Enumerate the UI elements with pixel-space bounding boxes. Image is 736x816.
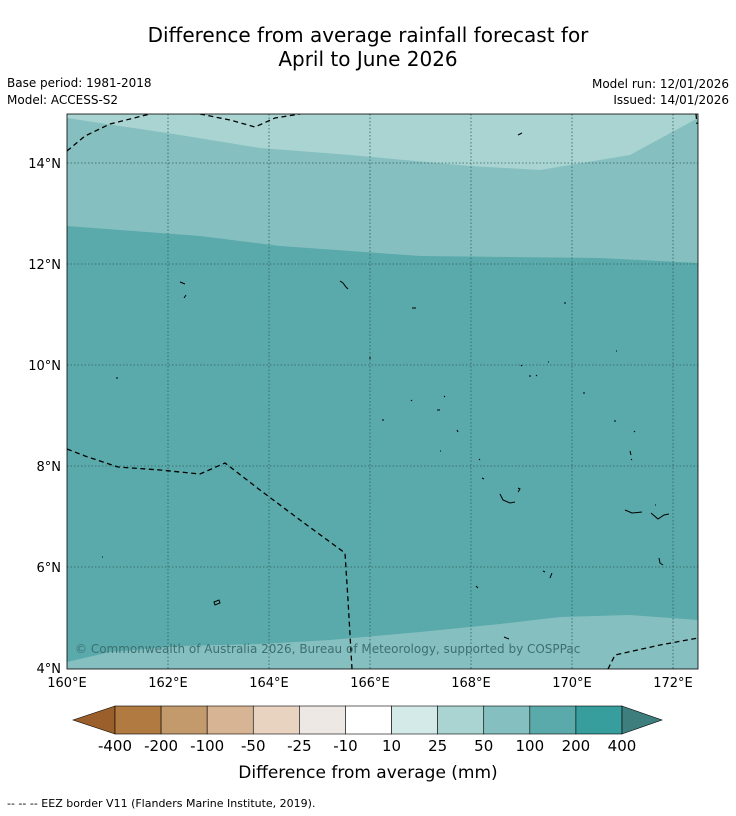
band-50-100-south — [67, 615, 698, 669]
lat-ticks: 4°N 6°N 8°N 10°N 12°N 14°N — [28, 157, 61, 677]
colorbar-label: 50 — [474, 737, 493, 755]
colorbar-label: -10 — [333, 737, 358, 755]
band-25-50-north — [67, 114, 698, 170]
colorbar-cell — [252, 705, 300, 735]
colorbar-label: 200 — [562, 737, 591, 755]
colorbar-label: 25 — [428, 737, 447, 755]
copyright-notice: © Commonwealth of Australia 2026, Bureau… — [75, 642, 580, 656]
colorbar-cell — [483, 705, 531, 735]
lat-tick-label: 4°N — [37, 662, 62, 677]
lon-tick-label: 168°E — [451, 676, 491, 691]
colorbar-cell — [437, 705, 485, 735]
colorbar-cell — [160, 705, 208, 735]
colorbar-cell — [391, 705, 438, 735]
map-frame — [66, 113, 699, 670]
model-run: Model run: 12/01/2026 — [591, 77, 729, 91]
colorbar-cell — [114, 705, 162, 735]
gridlines — [67, 114, 698, 669]
colorbar-label: 10 — [382, 737, 401, 755]
colorbar-cell — [575, 705, 623, 735]
colorbar-cell — [299, 705, 346, 735]
map-panel — [67, 114, 698, 669]
issued-date: Issued: 14/01/2026 — [613, 93, 729, 107]
lon-tick-label: 162°E — [148, 676, 188, 691]
lon-ticks: 160°E 162°E 164°E 166°E 168°E 170°E 172°… — [47, 676, 693, 691]
colorbar: -400 -200 -100 -50 -25 -10 10 25 50 100 200 400 — [72, 705, 663, 755]
model-name: Model: ACCESS-S2 — [7, 93, 119, 107]
colorbar-label: -200 — [144, 737, 178, 755]
lat-tick-label: 14°N — [28, 157, 61, 172]
lat-tick-label: 6°N — [37, 561, 62, 576]
eez-border — [67, 114, 698, 669]
lon-tick-label: 164°E — [249, 676, 289, 691]
lon-tick-label: 170°E — [552, 676, 592, 691]
lon-tick-label: 160°E — [47, 676, 87, 691]
colorbar-cell — [206, 705, 254, 735]
title-line-1: Difference from average rainfall forecas… — [147, 23, 589, 47]
colorbar-label: -50 — [241, 737, 266, 755]
colorbar-left-arrow — [72, 705, 116, 735]
lat-tick-label: 10°N — [28, 359, 61, 374]
lat-tick-label: 12°N — [28, 258, 61, 273]
colorbar-label: 100 — [515, 737, 544, 755]
colorbar-title: Difference from average (mm) — [238, 763, 497, 783]
lon-tick-label: 172°E — [653, 676, 693, 691]
base-period: Base period: 1981-2018 — [7, 76, 152, 90]
colorbar-label: -400 — [98, 737, 132, 755]
colorbar-label: -25 — [287, 737, 312, 755]
islands — [102, 132, 670, 640]
colorbar-right-arrow — [621, 705, 663, 735]
eez-footnote: -- -- -- EEZ border V11 (Flanders Marine… — [7, 797, 316, 810]
colorbar-cell — [345, 705, 392, 735]
lat-tick-label: 8°N — [37, 460, 62, 475]
colorbar-label: 400 — [608, 737, 637, 755]
lon-tick-label: 166°E — [350, 676, 390, 691]
colorbar-cell — [529, 705, 577, 735]
title-line-2: April to June 2026 — [278, 47, 458, 71]
colorbar-label: -100 — [190, 737, 224, 755]
